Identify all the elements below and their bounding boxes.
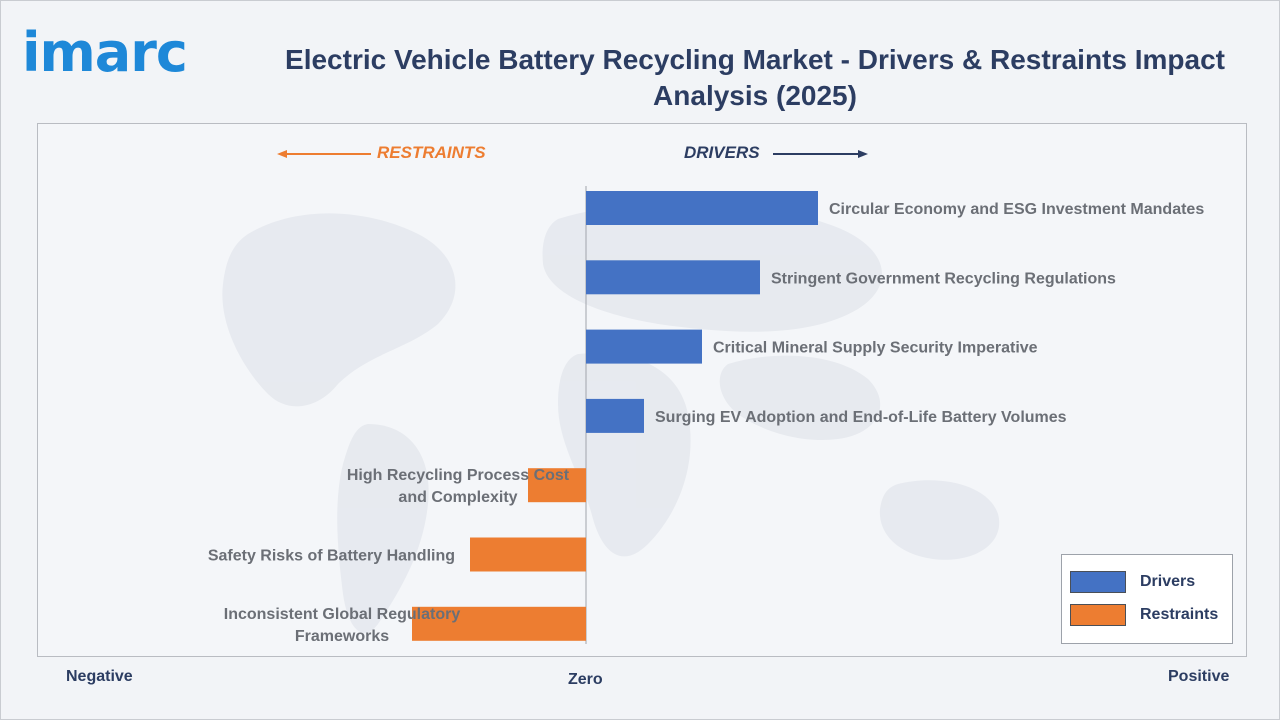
plot-area: Circular Economy and ESG Investment Mand… [37, 123, 1247, 657]
bar-restraints-6 [412, 606, 586, 641]
brand-logo: imarc [22, 21, 188, 84]
legend-label-restraints: Restraints [1140, 606, 1219, 623]
chart-title: Electric Vehicle Battery Recycling Marke… [285, 44, 1225, 111]
bar-label-4: High Recycling Process Cost and Complexit… [347, 467, 570, 506]
bar-label-3: Surging EV Adoption and End-of-Life Batt… [655, 409, 1067, 426]
chart-legend: Drivers Restraints [1061, 554, 1233, 644]
bar-label-5: Safety Risks of Battery Handling [208, 548, 455, 565]
bar-restraints-5 [470, 537, 586, 572]
bar-label-1: Stringent Government Recycling Regulatio… [771, 270, 1116, 287]
legend-swatch-drivers [1070, 571, 1126, 593]
bar-label-0: Circular Economy and ESG Investment Mand… [829, 201, 1204, 218]
drivers-arrow [773, 150, 868, 158]
restraints-arrow [277, 150, 371, 158]
bar-label-2: Critical Mineral Supply Security Imperat… [713, 340, 1038, 357]
negative-axis-label: Negative [66, 668, 133, 685]
bar-drivers-1 [586, 260, 760, 295]
bar-drivers-0 [586, 191, 818, 225]
positive-axis-label: Positive [1168, 668, 1230, 685]
bar-drivers-2 [586, 329, 702, 364]
bar-drivers-3 [586, 398, 644, 433]
legend-item-restraints: Restraints [1070, 603, 1218, 627]
legend-label-drivers: Drivers [1140, 573, 1196, 590]
legend-swatch-restraints [1070, 604, 1126, 626]
bar-restraints-4 [528, 468, 586, 503]
bar-chart: Circular Economy and ESG Investment Mand… [208, 150, 1204, 645]
zero-axis-label: Zero [568, 671, 603, 688]
drivers-direction-label: DRIVERS [684, 143, 760, 162]
restraints-direction-label: RESTRAINTS [377, 143, 486, 162]
bar-label-6: Inconsistent Global Regulatory Frameworks [224, 606, 461, 645]
legend-item-drivers: Drivers [1070, 570, 1195, 594]
